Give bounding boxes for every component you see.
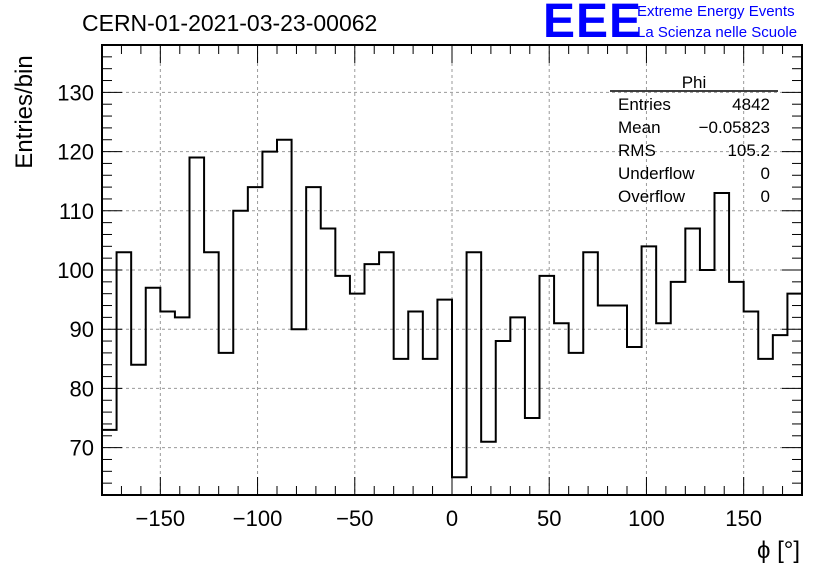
stats-row-label: Underflow [618, 164, 695, 183]
y-axis-title: Entries/bin [11, 55, 38, 168]
logo-subtitle-line-1: Extreme Energy Events [637, 3, 795, 20]
x-axis-title: ϕ [°] [757, 537, 800, 564]
y-tick-label: 120 [57, 140, 94, 165]
y-tick-label: 90 [70, 317, 94, 342]
stats-box-rows: Entries 4842 Mean −0.05823 RMS 105.2 Underflow… [618, 95, 770, 206]
histogram-series-line [102, 138, 802, 479]
axis-tick-labels: −150 −100 −50 0 50 100 150 70 80 90 100 110 120 130 [57, 80, 762, 531]
grid-lines [102, 45, 802, 495]
stats-box: Phi Entries 4842 Mean −0.05823 RMS 105.2 Under… [610, 73, 778, 206]
x-tick-label: −50 [336, 506, 373, 531]
stats-row-label: Entries [618, 95, 671, 114]
stats-box-title: Phi [682, 73, 707, 92]
y-tick-label: 110 [59, 199, 94, 224]
run-title: CERN-01-2021-03-23-00062 [82, 10, 378, 36]
x-tick-label: 50 [537, 506, 561, 531]
y-tick-label: 130 [57, 80, 94, 105]
stats-row-label: Overflow [618, 187, 686, 206]
x-tick-label: 150 [725, 506, 762, 531]
stats-row-value: 0 [761, 187, 770, 206]
stats-row-value: −0.05823 [699, 118, 770, 137]
x-tick-label: −100 [233, 506, 283, 531]
y-tick-label: 80 [70, 376, 94, 401]
logo-subtitle-line-2: La Scienza nelle Scuole [637, 24, 798, 41]
stats-row-value: 105.2 [727, 141, 770, 160]
x-tick-label: −150 [136, 506, 186, 531]
y-tick-label: 70 [70, 436, 94, 461]
stats-row-label: Mean [618, 118, 661, 137]
stats-row-value: 4842 [732, 95, 770, 114]
y-tick-label: 100 [57, 258, 94, 283]
stats-row-label: RMS [618, 141, 656, 160]
eee-logo: EEE [543, 0, 643, 48]
stats-row-value: 0 [761, 164, 770, 183]
axis-ticks [101, 44, 803, 496]
x-tick-label: 0 [446, 506, 458, 531]
x-tick-label: 100 [628, 506, 665, 531]
